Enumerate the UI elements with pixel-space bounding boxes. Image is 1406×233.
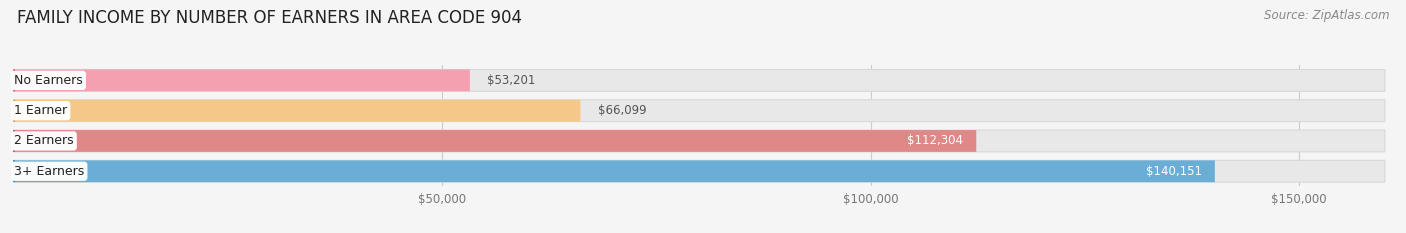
Text: $112,304: $112,304 bbox=[907, 134, 963, 147]
Text: Source: ZipAtlas.com: Source: ZipAtlas.com bbox=[1264, 9, 1389, 22]
Text: 3+ Earners: 3+ Earners bbox=[14, 165, 84, 178]
FancyBboxPatch shape bbox=[14, 130, 1385, 152]
Text: 2 Earners: 2 Earners bbox=[14, 134, 73, 147]
Text: No Earners: No Earners bbox=[14, 74, 83, 87]
Text: $66,099: $66,099 bbox=[598, 104, 647, 117]
Text: $53,201: $53,201 bbox=[486, 74, 536, 87]
FancyBboxPatch shape bbox=[14, 160, 1215, 182]
Text: 1 Earner: 1 Earner bbox=[14, 104, 67, 117]
FancyBboxPatch shape bbox=[14, 100, 581, 122]
FancyBboxPatch shape bbox=[14, 100, 1385, 122]
FancyBboxPatch shape bbox=[14, 160, 1385, 182]
Text: $140,151: $140,151 bbox=[1146, 165, 1202, 178]
FancyBboxPatch shape bbox=[14, 69, 470, 91]
FancyBboxPatch shape bbox=[14, 69, 1385, 91]
FancyBboxPatch shape bbox=[14, 130, 976, 152]
Text: FAMILY INCOME BY NUMBER OF EARNERS IN AREA CODE 904: FAMILY INCOME BY NUMBER OF EARNERS IN AR… bbox=[17, 9, 522, 27]
